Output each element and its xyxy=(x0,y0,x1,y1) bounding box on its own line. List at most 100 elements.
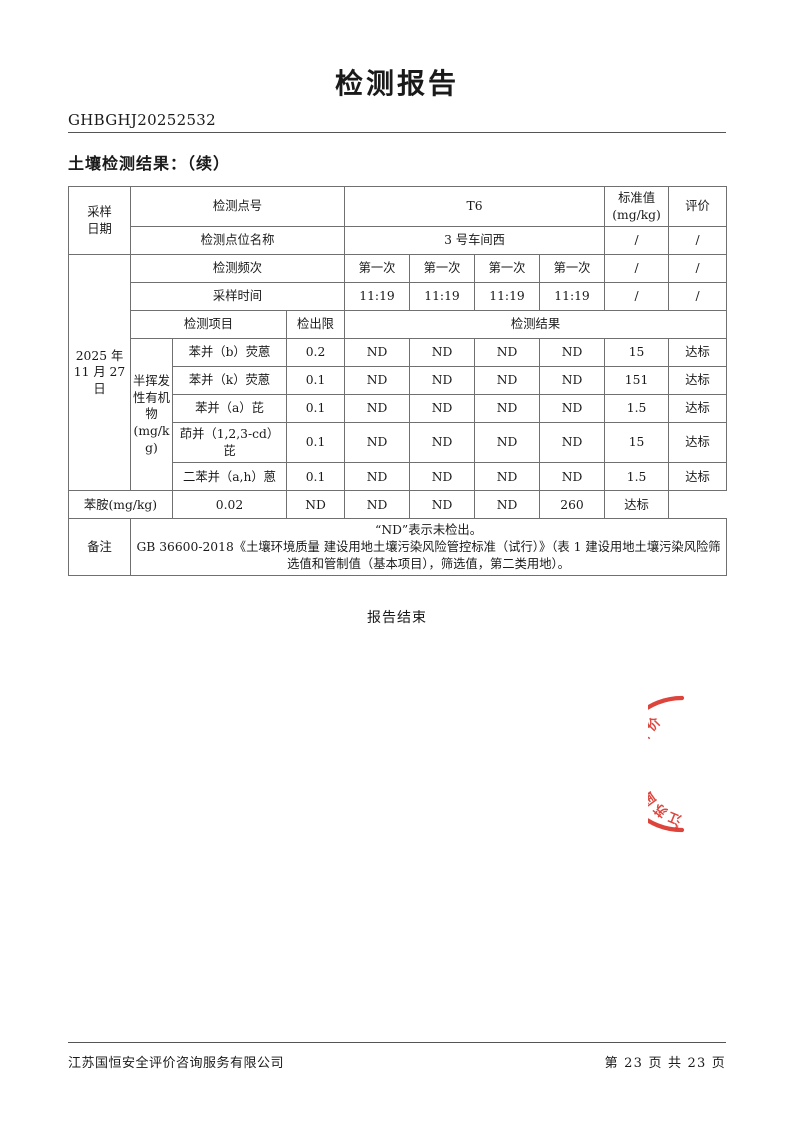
sampling-time-cell: 11:19 xyxy=(474,282,541,312)
table-row: 检测项目 检出限 检测结果 xyxy=(69,310,728,340)
result-cell: ND xyxy=(344,394,411,424)
table-row: 苯并（k）荧蒽 0.1 ND ND ND ND 151 达标 xyxy=(69,366,728,396)
result-cell: ND xyxy=(344,338,411,368)
result-cell: ND xyxy=(539,338,606,368)
table-row: 检测点位名称 3 号车间西 / / xyxy=(69,226,728,256)
frequency-cell: 第一次 xyxy=(409,254,476,284)
test-item-name: 苯并（k）荧蒽 xyxy=(172,366,287,396)
sampling-time-cell: 11:19 xyxy=(409,282,476,312)
result-cell: ND xyxy=(409,462,476,492)
result-cell: ND xyxy=(409,394,476,424)
table-row: 茚并（1,2,3-cd）芘 0.1 ND ND ND ND 15 达标 xyxy=(69,422,728,464)
test-item-name-aniline: 苯胺(mg/kg) xyxy=(68,490,173,520)
standard-value-cell: 151 xyxy=(604,366,670,396)
sampling-time-cell: 11:19 xyxy=(539,282,606,312)
result-cell: ND xyxy=(409,338,476,368)
soil-results-table: 采样 日期 检测点号 T6 标准值 (mg/kg) 评价 检测点位名称 3 号车… xyxy=(68,185,728,577)
detection-limit-value: 0.2 xyxy=(285,338,346,368)
standard-value-cell: 15 xyxy=(604,422,670,464)
header-sampling-time: 采样时间 xyxy=(129,282,346,312)
result-cell: ND xyxy=(344,366,411,396)
standard-value-point-name: / xyxy=(604,226,670,256)
test-item-name: 苯并（a）芘 xyxy=(172,394,287,424)
footer-divider xyxy=(68,1042,726,1043)
svg-text:江苏国恒安全评价: 江苏国恒安全评价 xyxy=(648,713,684,828)
detection-limit-value: 0.1 xyxy=(285,366,346,396)
result-cell: ND xyxy=(539,462,606,492)
doc-number: GHBGHJ20252532 xyxy=(68,111,216,129)
result-cell: ND xyxy=(344,422,411,464)
result-cell: ND xyxy=(474,490,541,520)
standard-value-frequency: / xyxy=(604,254,670,284)
section-title: 土壤检测结果：（续） xyxy=(68,154,231,173)
result-cell: ND xyxy=(474,338,541,368)
end-of-report-note: 报告结束 xyxy=(367,610,427,626)
header-sampling-date: 采样 日期 xyxy=(68,185,131,256)
standard-value-cell: 1.5 xyxy=(604,394,670,424)
evaluation-point-name: / xyxy=(668,226,728,256)
table-row: 二苯并（a,h）蒽 0.1 ND ND ND ND 1.5 达标 xyxy=(69,462,728,492)
standard-value-cell: 15 xyxy=(604,338,670,368)
evaluation-cell: 达标 xyxy=(668,366,728,396)
result-cell: ND xyxy=(474,422,541,464)
header-frequency: 检测频次 xyxy=(129,254,346,284)
page-title: 检测报告 xyxy=(334,67,459,100)
header-standard-value: 标准值 (mg/kg) xyxy=(604,185,670,228)
table-row: 采样 日期 检测点号 T6 标准值 (mg/kg) 评价 xyxy=(68,185,728,256)
result-cell: ND xyxy=(474,394,541,424)
evaluation-frequency: / xyxy=(668,254,728,284)
result-cell: ND xyxy=(539,394,606,424)
header-point-no: 检测点号 xyxy=(129,185,346,228)
table-row: 苯并（a）芘 0.1 ND ND ND ND 1.5 达标 xyxy=(69,394,728,424)
table-row: 2025 年 11 月 27 日 检测频次 第一次 第一次 第一次 第一次 / … xyxy=(68,254,728,492)
result-cell: ND xyxy=(539,366,606,396)
value-point-no: T6 xyxy=(344,185,606,228)
header-evaluation: 评价 xyxy=(668,185,728,228)
test-item-name: 茚并（1,2,3-cd）芘 xyxy=(172,422,287,464)
frequency-cell: 第一次 xyxy=(344,254,411,284)
evaluation-cell: 达标 xyxy=(668,338,728,368)
detection-limit-value: 0.1 xyxy=(285,394,346,424)
result-cell: ND xyxy=(409,422,476,464)
company-red-seal: 江苏国恒安全评价 ★ xyxy=(648,688,794,838)
detection-limit-value: 0.1 xyxy=(285,462,346,492)
standard-value-cell: 1.5 xyxy=(604,462,670,492)
test-item-name: 二苯并（a,h）蒽 xyxy=(172,462,287,492)
result-cell: ND xyxy=(474,462,541,492)
result-cell: ND xyxy=(344,462,411,492)
remark-content: “ND”表示未检出。 GB 36600-2018《土壤环境质量 建设用地土壤污染… xyxy=(129,518,728,577)
evaluation-cell: 达标 xyxy=(668,462,728,492)
evaluation-cell: 达标 xyxy=(668,422,728,464)
remark-line: GB 36600-2018《土壤环境质量 建设用地土壤污染风险管控标准（试行）》… xyxy=(136,539,721,571)
header-point-name: 检测点位名称 xyxy=(129,226,346,256)
frequency-cell: 第一次 xyxy=(539,254,606,284)
result-cell: ND xyxy=(539,422,606,464)
frequency-cell: 第一次 xyxy=(474,254,541,284)
table-row: 半挥发 性有机 物 (mg/kg) 苯并（b）荧蒽 0.2 ND ND ND N… xyxy=(69,338,728,492)
evaluation-cell: 达标 xyxy=(604,490,670,520)
table-row: 苯胺(mg/kg) 0.02 ND ND ND ND 260 达标 xyxy=(68,490,727,520)
result-cell: ND xyxy=(344,490,411,520)
result-cell: ND xyxy=(409,490,476,520)
value-point-name: 3 号车间西 xyxy=(344,226,606,256)
header-detection-limit: 检出限 xyxy=(285,310,346,340)
detection-limit-value: 0.1 xyxy=(285,422,346,464)
header-test-item: 检测项目 xyxy=(130,310,287,340)
footer-page-number: 第 23 页 共 23 页 xyxy=(604,1056,726,1071)
evaluation-sampling-time: / xyxy=(668,282,728,312)
results-table-container: 采样 日期 检测点号 T6 标准值 (mg/kg) 评价 检测点位名称 3 号车… xyxy=(68,185,728,577)
sampling-time-cell: 11:19 xyxy=(344,282,411,312)
table-row: 备注 “ND”表示未检出。 GB 36600-2018《土壤环境质量 建设用地土… xyxy=(68,518,728,577)
result-cell: ND xyxy=(409,366,476,396)
value-sampling-date: 2025 年 11 月 27 日 xyxy=(68,254,131,492)
evaluation-cell: 达标 xyxy=(668,394,728,424)
svg-text:★: ★ xyxy=(673,823,681,832)
result-cell: ND xyxy=(285,490,346,520)
category-semivolatile-organics: 半挥发 性有机 物 (mg/kg) xyxy=(130,338,173,492)
footer-company-name: 江苏国恒安全评价咨询服务有限公司 xyxy=(68,1056,285,1071)
doc-number-row: GHBGHJ20252532 xyxy=(68,110,726,133)
result-cell: ND xyxy=(474,366,541,396)
standard-value-cell: 260 xyxy=(539,490,606,520)
table-row: 采样时间 11:19 11:19 11:19 11:19 / / xyxy=(69,282,728,312)
